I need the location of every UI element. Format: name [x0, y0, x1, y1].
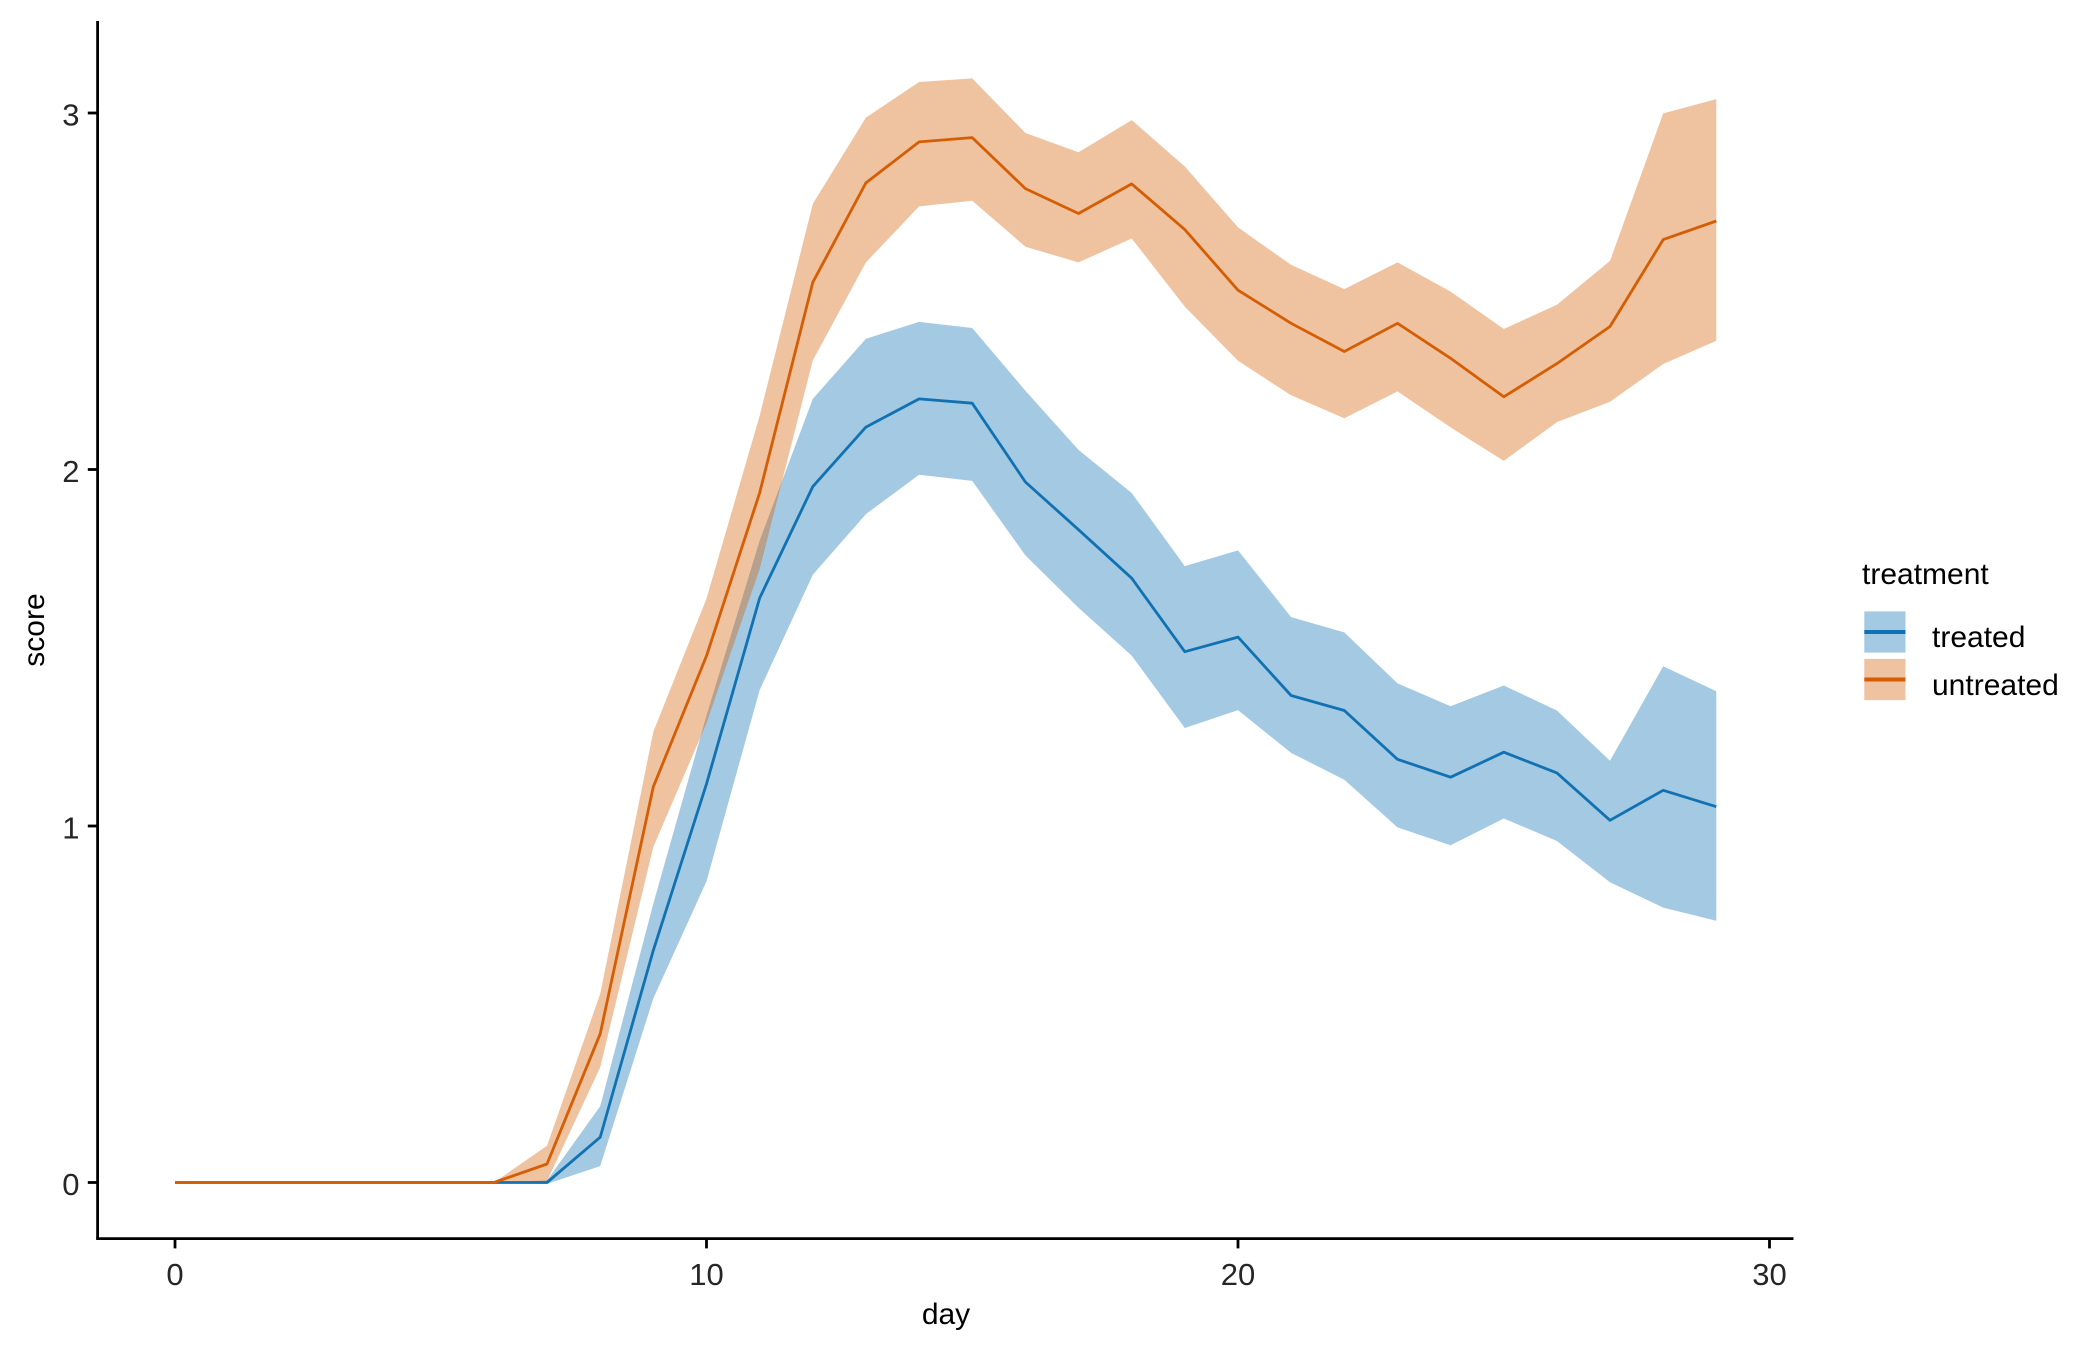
svg-text:3: 3 — [62, 97, 79, 132]
svg-text:30: 30 — [1752, 1257, 1786, 1292]
svg-text:treated: treated — [1932, 621, 2025, 654]
svg-text:0: 0 — [166, 1257, 183, 1292]
svg-text:1: 1 — [62, 810, 79, 845]
svg-text:10: 10 — [689, 1257, 723, 1292]
svg-text:treatment: treatment — [1862, 558, 1989, 591]
svg-text:2: 2 — [62, 454, 79, 489]
svg-text:0: 0 — [62, 1167, 79, 1202]
svg-text:day: day — [922, 1298, 970, 1331]
svg-text:untreated: untreated — [1932, 669, 2059, 702]
svg-text:score: score — [18, 593, 51, 666]
svg-text:20: 20 — [1221, 1257, 1255, 1292]
